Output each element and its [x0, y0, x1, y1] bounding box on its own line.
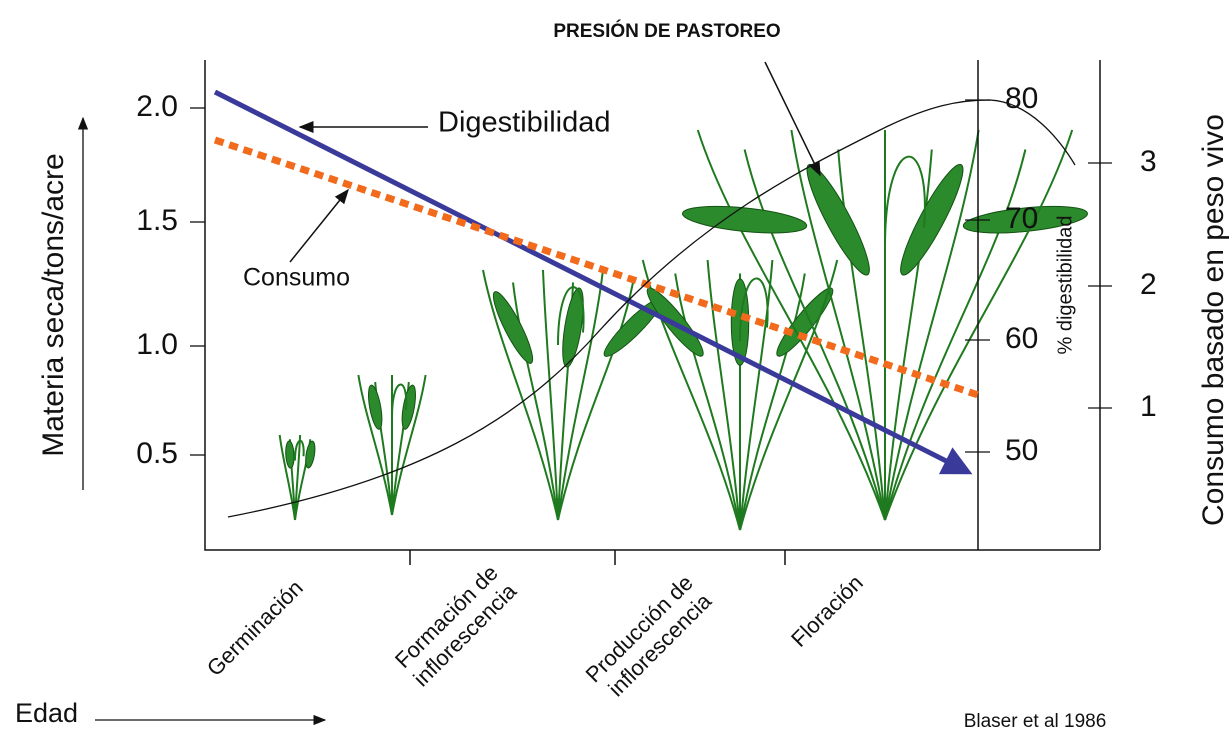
plant-spike: [285, 441, 295, 469]
plant-spike: [304, 440, 316, 468]
digestibility-annotation: Digestibilidad: [438, 107, 611, 139]
y3-tick-label: 1: [1140, 390, 1157, 423]
stage-label: Producción deinflorescencia: [581, 569, 717, 705]
stage-label: Floración: [786, 570, 868, 652]
y-tick-label: 0.5: [136, 437, 178, 470]
diagram: PRESIÓN DE PASTOREO Digestibilidad Consu…: [0, 0, 1231, 742]
x-axis-label: Edad: [15, 698, 78, 728]
plant-leaf: [483, 270, 558, 520]
stage-label-line: Germinación: [202, 575, 308, 681]
y2-tick-label: 60: [1005, 322, 1038, 355]
y-tick-label: 1.0: [136, 328, 178, 361]
y2-tick-label: 80: [1005, 82, 1038, 115]
plant-leaf: [543, 270, 558, 520]
plant-leaf: [740, 274, 805, 531]
plant-leaf: [885, 130, 979, 520]
stage-label: Germinación: [202, 575, 308, 681]
y2-tick-label: 50: [1005, 434, 1038, 467]
consumption-annotation: Consumo: [243, 264, 350, 292]
stage-label-line: Floración: [786, 570, 868, 652]
stage-dividers: [410, 550, 785, 565]
y2-tick-label: 70: [1005, 202, 1038, 235]
annotation-arrow: [290, 190, 348, 262]
stage-label: Formación deinflorescencia: [390, 559, 522, 691]
y3-tick-label: 3: [1140, 145, 1157, 178]
left-axis-label: Materia seca/tons/acre: [37, 153, 70, 456]
plant-spike: [487, 288, 538, 367]
source: Blaser et al 1986: [964, 711, 1107, 732]
pressure-arrow: [765, 62, 820, 175]
digestibility-axis-label: % digestibilidad: [1054, 216, 1076, 355]
plant-leaf: [838, 150, 885, 521]
title: PRESIÓN DE PASTOREO: [553, 20, 780, 42]
y-tick-label: 2.0: [136, 90, 178, 123]
right-axis-label: Consumo basado en peso vivo: [1197, 114, 1230, 526]
y-tick-label: 1.5: [136, 204, 178, 237]
y3-tick-label: 2: [1140, 268, 1157, 301]
plant-spike: [681, 202, 808, 238]
